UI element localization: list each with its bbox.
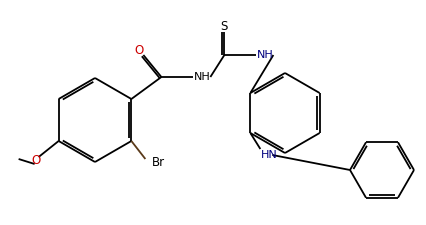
Text: NH: NH — [193, 72, 210, 83]
Text: O: O — [135, 45, 144, 58]
Text: HN: HN — [262, 150, 278, 160]
Text: O: O — [31, 155, 40, 167]
Text: S: S — [221, 20, 228, 34]
Text: Br: Br — [153, 157, 165, 169]
Text: NH: NH — [256, 50, 273, 60]
